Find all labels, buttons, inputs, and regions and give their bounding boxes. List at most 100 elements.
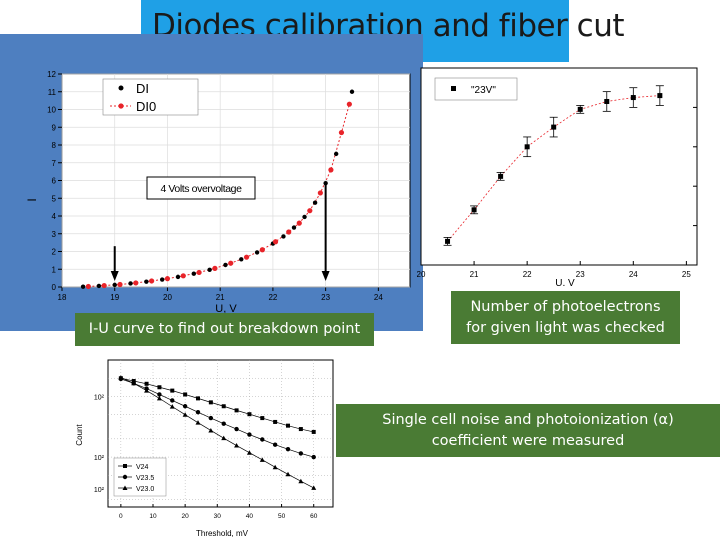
iu-point-di-17 xyxy=(323,180,328,186)
noise-point-0-2 xyxy=(144,381,149,386)
iu-point-di0-5 xyxy=(164,276,171,282)
noise-point-1-13 xyxy=(285,446,291,452)
iu-legend-marker-di0 xyxy=(118,103,124,109)
photoelectrons-caption-line2: for given light was checked xyxy=(466,319,665,336)
noise-point-1-5 xyxy=(182,404,188,409)
pe-legend-label: "23V" xyxy=(471,85,496,96)
iu-point-di0-9 xyxy=(228,260,234,266)
iu-legend-label-di0: DI0 xyxy=(136,99,156,114)
iu-point-di-5 xyxy=(159,277,165,282)
noise-point-2-8 xyxy=(221,435,227,441)
noise-point-0-3 xyxy=(157,385,162,390)
pe-point-0 xyxy=(445,238,451,244)
iu-point-di-3 xyxy=(128,281,133,286)
noise-point-1-15 xyxy=(311,454,316,460)
noise-caption-line1: Single cell noise and photoionization (α… xyxy=(382,411,674,428)
noise-x-axis-label: Threshold, mV xyxy=(196,529,249,538)
iu-point-di0-0 xyxy=(85,283,91,290)
noise-point-0-8 xyxy=(221,404,226,409)
pe-point-7 xyxy=(630,95,636,101)
noise-point-0-9 xyxy=(234,408,239,413)
noise-point-0-4 xyxy=(170,388,175,393)
iu-point-di-19 xyxy=(349,89,355,94)
noise-x-tick-label-6: 60 xyxy=(310,513,318,520)
pe-point-4 xyxy=(551,124,557,130)
iu-point-di0-6 xyxy=(180,273,186,279)
iu-point-di-4 xyxy=(144,279,149,284)
iu-y-tick-label-9: 9 xyxy=(52,123,57,132)
iu-point-di-10 xyxy=(239,257,244,262)
iu-y-tick-label-1: 1 xyxy=(52,265,57,274)
iu-y-axis-label: I xyxy=(25,198,39,201)
noise-point-2-3 xyxy=(156,395,162,401)
noise-y-axis-label: Count xyxy=(75,424,84,446)
noise-point-1-3 xyxy=(157,392,162,397)
noise-legend-label-1: V23.5 xyxy=(136,475,154,482)
iu-point-di-15 xyxy=(302,214,307,220)
iu-point-di0-16 xyxy=(317,190,323,196)
noise-point-0-14 xyxy=(298,427,303,432)
pe-x-tick-label-4: 24 xyxy=(629,270,638,279)
pe-legend-box xyxy=(434,77,518,101)
noise-point-1-8 xyxy=(221,421,226,426)
noise-x-tick-label-2: 20 xyxy=(182,513,190,520)
noise-y-tick-label-0: 10² xyxy=(94,394,105,401)
iu-point-di0-18 xyxy=(338,129,345,136)
noise-point-2-6 xyxy=(195,420,201,425)
iu-y-tick-label-10: 10 xyxy=(47,106,56,115)
noise-x-tick-label-3: 30 xyxy=(214,513,222,520)
iu-y-tick-label-0: 0 xyxy=(52,283,57,292)
iu-legend-box xyxy=(102,78,199,116)
iu-y-tick-label-7: 7 xyxy=(52,159,57,168)
noise-point-2-11 xyxy=(259,457,265,462)
iu-point-di0-8 xyxy=(212,265,218,271)
noise-threshold-chart: 0 10 20 30 40 50 60 10² 10² 10² Count Threshold, mV… xyxy=(75,359,334,538)
noise-y-tick-label-2: 10² xyxy=(94,487,105,494)
noise-point-2-1 xyxy=(131,380,137,386)
noise-x-tick-label-1: 10 xyxy=(149,513,157,520)
noise-point-1-10 xyxy=(247,432,252,437)
pe-x-axis-label: U, V xyxy=(555,278,575,286)
noise-point-2-14 xyxy=(298,478,304,484)
noise-series-line-1 xyxy=(120,378,314,458)
noise-point-1-4 xyxy=(170,398,175,403)
noise-x-tick-label-4: 40 xyxy=(246,513,254,520)
pe-x-tick-label-1: 21 xyxy=(470,270,479,279)
noise-point-0-10 xyxy=(247,412,252,417)
iu-point-di0-2 xyxy=(117,281,123,288)
pe-point-6 xyxy=(604,98,610,104)
iu-y-tick-label-12: 12 xyxy=(47,70,56,79)
iu-point-di-6 xyxy=(175,274,181,280)
noise-legend-marker-0 xyxy=(123,464,127,468)
noise-y-tick-label-1: 10² xyxy=(94,455,105,462)
pe-x-tick-label-2: 22 xyxy=(523,270,532,279)
noise-point-1-9 xyxy=(234,426,239,432)
iu-point-di0-19 xyxy=(346,101,352,107)
noise-point-0-6 xyxy=(196,396,200,401)
iu-point-di-7 xyxy=(191,271,197,276)
noise-caption: Single cell noise and photoionization (α… xyxy=(336,404,720,457)
iu-legend-label-di: DI xyxy=(136,81,149,96)
iu-point-di-11 xyxy=(254,250,260,255)
noise-point-1-6 xyxy=(195,410,201,415)
noise-point-2-12 xyxy=(272,464,278,470)
iu-y-tick-label-6: 6 xyxy=(52,177,57,186)
noise-x-tick-label-5: 50 xyxy=(278,513,286,520)
iu-point-di-16 xyxy=(312,200,318,205)
noise-x-tick-label-0: 0 xyxy=(119,513,123,520)
iu-point-di-13 xyxy=(281,234,286,239)
iu-point-di-0 xyxy=(80,284,86,289)
iu-arrow-head-1 xyxy=(321,271,330,282)
iu-point-di0-17 xyxy=(328,167,334,173)
iu-point-di0-14 xyxy=(296,220,302,226)
iu-point-di0-4 xyxy=(149,278,155,284)
iu-x-tick-label-6: 24 xyxy=(374,293,383,302)
iu-x-tick-label-2: 20 xyxy=(163,293,172,302)
noise-point-1-12 xyxy=(272,442,278,447)
iu-point-di-1 xyxy=(96,283,102,289)
iu-y-tick-label-3: 3 xyxy=(52,230,57,239)
photoelectrons-chart: 20 21 22 23 24 25 U, V "23V" xyxy=(417,67,698,286)
noise-point-2-7 xyxy=(208,427,214,433)
noise-point-1-11 xyxy=(260,437,265,442)
iu-y-tick-label-11: 11 xyxy=(48,88,57,97)
